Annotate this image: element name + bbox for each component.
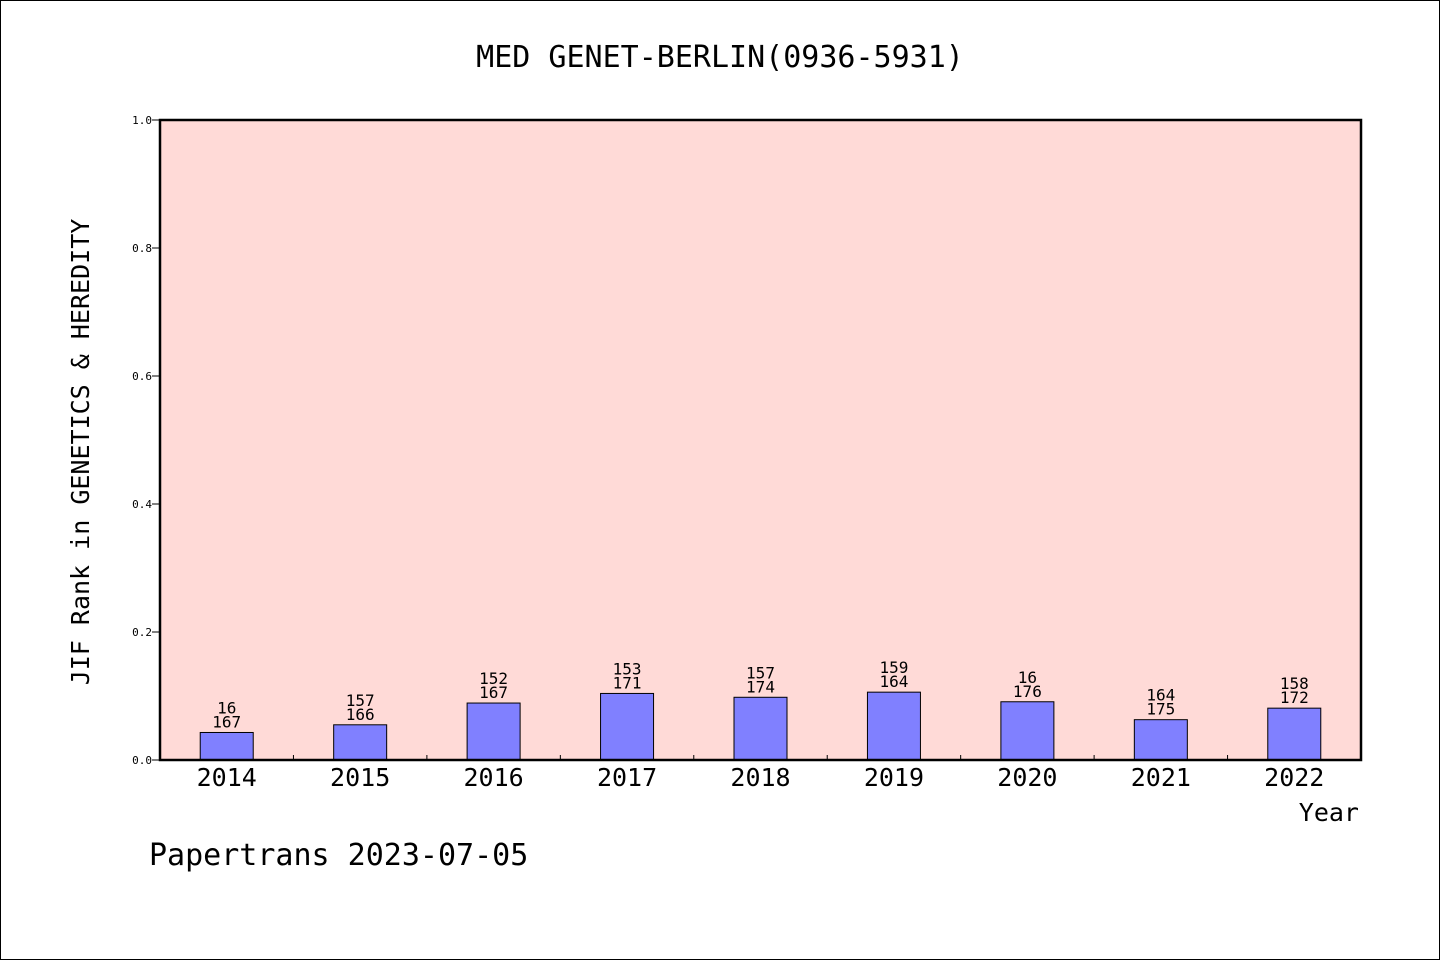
- bar-total-label: 176: [1013, 682, 1042, 701]
- bar-total-label: 171: [613, 673, 642, 692]
- bar-2021: [1133, 719, 1188, 761]
- y-axis-ticks: 0.0 0.2 0.4 0.6 0.8 1.0: [132, 114, 160, 767]
- y-tick-label: 0.2: [132, 626, 152, 639]
- x-axis-label: Year: [1299, 798, 1359, 827]
- bar-total-label: 174: [746, 677, 775, 696]
- bar-2016: [466, 702, 521, 761]
- plot-border: [158, 118, 1363, 762]
- x-tick-label: 2015: [330, 763, 390, 792]
- bar-total-label: 164: [879, 672, 908, 691]
- bar-rank-label: 152: [479, 669, 508, 688]
- bar-rank-label: 153: [613, 659, 642, 678]
- x-tick-label: 2018: [730, 763, 790, 792]
- y-tick-label: 0.8: [132, 242, 152, 255]
- x-tick-label: 2021: [1131, 763, 1191, 792]
- bar-total-label: 167: [479, 683, 508, 702]
- bar-total-label: 172: [1280, 688, 1309, 707]
- y-tick-label: 0.0: [132, 754, 152, 767]
- bar-total-label: 167: [212, 712, 241, 731]
- y-tick-label: 0.4: [132, 498, 152, 511]
- x-tick-label: 2017: [597, 763, 657, 792]
- y-tick-label: 0.6: [132, 370, 152, 383]
- plot-area: [160, 120, 1361, 760]
- bar-rank-label: 159: [879, 658, 908, 677]
- bar-2020: [1000, 701, 1055, 761]
- bar-rank-label: 16: [217, 698, 236, 717]
- bar-rank-label: 157: [746, 663, 775, 682]
- x-axis-ticks: 2014 2015 2016 2017 2018 2019 2020 2021 2022: [197, 755, 1324, 792]
- bar-2017: [600, 692, 655, 761]
- bar-rank-label: 164: [1146, 686, 1175, 705]
- bar-2019: [866, 691, 921, 761]
- bar-2015: [333, 724, 388, 761]
- bar-total-label: 166: [346, 705, 375, 724]
- y-tick-label: 1.0: [132, 114, 152, 127]
- bar-total-label: 175: [1146, 700, 1175, 719]
- bar-2022: [1267, 707, 1322, 761]
- x-tick-label: 2022: [1264, 763, 1324, 792]
- footer-credit: Papertrans 2023-07-05: [149, 838, 528, 873]
- x-tick-label: 2020: [997, 763, 1057, 792]
- bar-2018: [733, 696, 788, 761]
- bar-rank-label: 158: [1280, 674, 1309, 693]
- chart-title: MED GENET-BERLIN(0936-5931): [476, 40, 964, 75]
- bar-rank-label: 157: [346, 691, 375, 710]
- x-tick-label: 2019: [864, 763, 924, 792]
- y-axis-label: JIF Rank in GENETICS & HEREDITY: [66, 219, 95, 686]
- x-tick-label: 2014: [197, 763, 257, 792]
- bar-2014: [199, 731, 254, 761]
- x-tick-label: 2016: [464, 763, 524, 792]
- bar-rank-label: 16: [1018, 668, 1037, 687]
